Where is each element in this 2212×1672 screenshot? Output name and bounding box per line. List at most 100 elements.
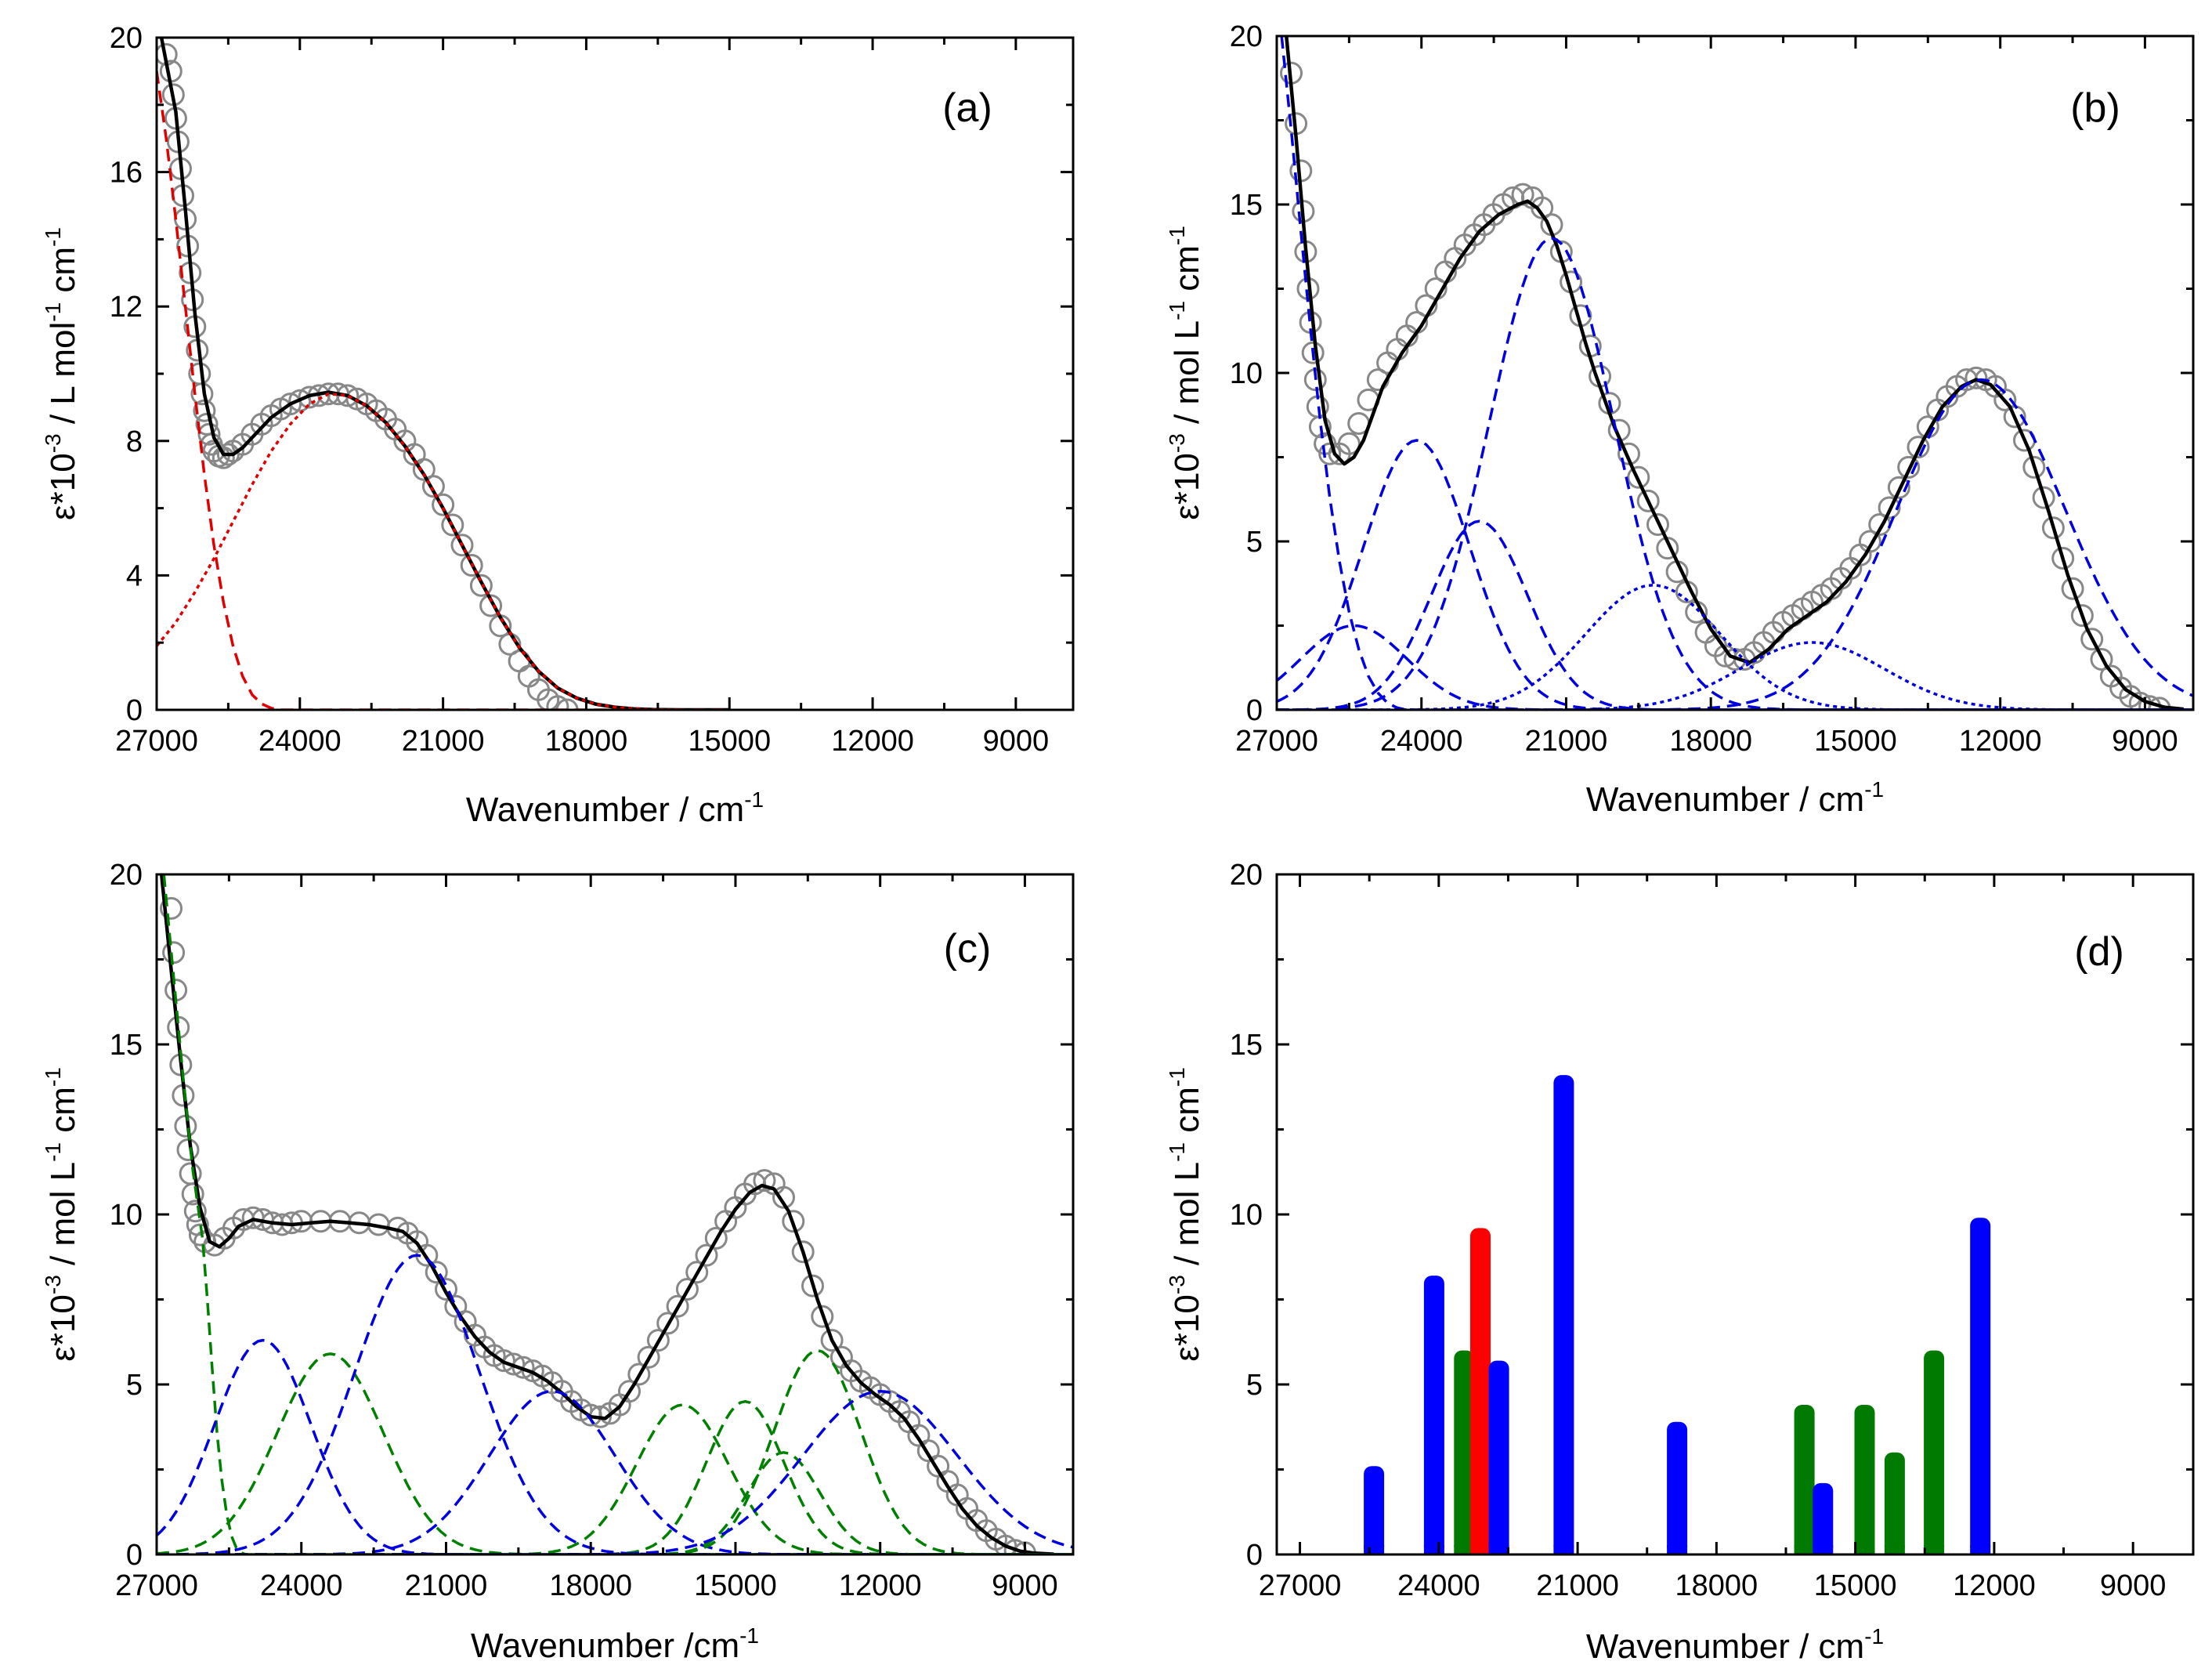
chart-panel-b: 27000 24000 21000 18000 15000 12000 9000 0 5 10 15…	[1165, 20, 2195, 819]
y-tick-label: 8	[126, 425, 143, 458]
data-point-experimental	[685, 1261, 709, 1284]
y-tick-label: 5	[1246, 1369, 1263, 1402]
series-line-band-8	[157, 1348, 1073, 1554]
chart-panel-a: 27000 24000 21000 18000 15000 12000 9000 0 4 8 12 1…	[41, 22, 1075, 829]
plot-frame	[155, 36, 1075, 711]
bar-2	[1454, 1350, 1475, 1554]
data-point-experimental	[675, 1278, 699, 1301]
x-tick-label: 27000	[115, 1569, 198, 1602]
chart-panel-c: 27000 24000 21000 18000 15000 12000 9000 0 5 10 15…	[41, 859, 1075, 1665]
bar-5	[1553, 1075, 1574, 1554]
bar-12	[1970, 1218, 1991, 1554]
data-point-experimental	[2080, 628, 2104, 651]
y-axis-label: ε*10-3 / L mol-1 cm-1	[41, 227, 82, 520]
x-tick-label: 24000	[1397, 1569, 1480, 1602]
series-line-fit	[159, 874, 1054, 1554]
series-line-band-1	[1277, 624, 2193, 710]
x-axis-label: Wavenumber / cm-1	[1586, 777, 1884, 819]
x-tick-label: 9000	[983, 725, 1050, 758]
x-tick-label: 9000	[2100, 1569, 2167, 1602]
data-point-experimental	[637, 1345, 660, 1369]
data-point-experimental	[1301, 341, 1325, 364]
data-point-experimental	[820, 1329, 844, 1352]
y-axis-label: ε*10-3 / mol L-1 cm-1	[1165, 1067, 1206, 1362]
y-tick-label: 20	[110, 22, 143, 55]
data-point-experimental	[2061, 577, 2084, 600]
series-line-band-5	[1277, 584, 2193, 710]
bar-base-8	[1813, 1545, 1834, 1554]
series-line-band-6	[1277, 641, 2193, 710]
x-tick-label: 9000	[2112, 725, 2178, 758]
series-line-fit	[159, 38, 730, 710]
data-point-experimental	[704, 1226, 728, 1250]
x-tick-label: 12000	[839, 1569, 922, 1602]
bar-base-11	[1924, 1545, 1945, 1554]
plot-area	[157, 38, 730, 710]
x-axis-label: Wavenumber /cm-1	[471, 1623, 759, 1665]
series-line-band-9	[157, 1389, 1073, 1554]
bar-base-9	[1854, 1545, 1875, 1554]
data-point-experimental	[1617, 442, 1640, 465]
data-point-experimental	[2032, 486, 2055, 509]
data-point-experimental	[537, 688, 560, 710]
data-point-experimental	[492, 1349, 515, 1373]
x-tick-label: 27000	[1235, 725, 1318, 758]
bar-base-12	[1970, 1545, 1991, 1554]
bar-base-3	[1470, 1545, 1491, 1554]
data-point-experimental	[666, 1294, 689, 1318]
x-tick-label: 12000	[1953, 1569, 2036, 1602]
y-tick-label: 15	[1230, 1029, 1263, 1062]
bar-base-2	[1454, 1545, 1475, 1554]
series-line-band-4	[157, 1389, 1073, 1554]
data-point-experimental	[2070, 604, 2094, 628]
data-point-experimental	[695, 1243, 718, 1267]
bar-base-10	[1884, 1545, 1905, 1554]
x-tick-label: 18000	[549, 1569, 632, 1602]
series-line-band-3	[157, 1254, 1073, 1554]
bar-1	[1423, 1276, 1444, 1554]
data-point-experimental	[1858, 530, 1881, 553]
data-point-experimental	[2051, 547, 2075, 570]
series-line-band-1	[157, 392, 682, 710]
bar-6	[1667, 1421, 1688, 1554]
x-tick-label: 27000	[1259, 1569, 1342, 1602]
series-line-band-uv	[162, 874, 1073, 1554]
x-axis-label: Wavenumber / cm-1	[1586, 1624, 1884, 1666]
bar-base-1	[1423, 1545, 1444, 1554]
data-point-experimental	[753, 1169, 776, 1192]
data-point-experimental	[435, 1278, 457, 1301]
y-tick-label: 0	[1246, 1539, 1263, 1572]
data-point-experimental	[336, 384, 360, 407]
data-point-experimental	[1318, 442, 1342, 465]
data-point-experimental	[469, 574, 493, 597]
bar-10	[1884, 1452, 1905, 1554]
data-point-experimental	[646, 1329, 670, 1352]
data-point-experimental	[656, 1312, 680, 1335]
data-point-experimental	[1897, 455, 1921, 479]
data-point-experimental	[1627, 465, 1650, 489]
series-line-band-uv	[1280, 36, 2193, 710]
bar-3	[1470, 1228, 1491, 1554]
y-tick-label: 20	[1230, 20, 1263, 53]
x-tick-label: 24000	[260, 1569, 343, 1602]
series-line-band-4	[1277, 237, 2193, 710]
data-point-experimental	[479, 594, 503, 617]
y-tick-label: 0	[1246, 694, 1263, 727]
data-point-experimental	[555, 698, 579, 710]
bar-4	[1488, 1360, 1509, 1554]
data-point-experimental	[2090, 648, 2113, 671]
data-point-experimental	[421, 475, 445, 498]
panel-label: (c)	[944, 926, 992, 972]
bar-base-6	[1667, 1545, 1688, 1554]
x-tick-label: 24000	[1380, 725, 1463, 758]
data-point-experimental	[1878, 496, 1901, 519]
y-tick-label: 10	[1230, 1199, 1263, 1232]
data-point-experimental	[772, 1185, 795, 1209]
x-tick-label: 27000	[115, 725, 198, 758]
bar-7	[1794, 1405, 1815, 1554]
bar-9	[1854, 1405, 1875, 1554]
chart-panel-d: 27000 24000 21000 18000 15000 12000 9000 0 5 10 15…	[1165, 859, 2195, 1666]
x-tick-label: 12000	[1959, 725, 2042, 758]
x-tick-label: 18000	[1675, 1569, 1758, 1602]
x-tick-label: 15000	[694, 1569, 777, 1602]
